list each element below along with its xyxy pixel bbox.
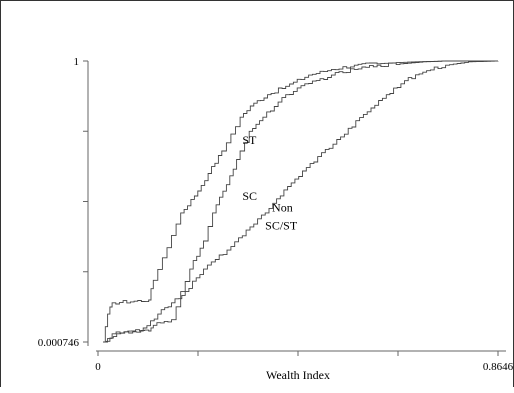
curve-label-st: ST	[242, 133, 257, 147]
series-line-non-sc-st	[103, 60, 499, 343]
y-tick-label-top: 1	[74, 56, 80, 68]
y-tick-label-bottom: 0.000746	[38, 337, 80, 349]
axes	[87, 61, 506, 352]
series-line-st	[103, 60, 498, 343]
x-tick-label-left: 0	[95, 361, 101, 373]
curve-label-non: Non	[272, 200, 293, 214]
x-tick-label-right: 0.8646	[483, 361, 514, 373]
series-line-sc	[103, 60, 498, 343]
curve-label-sc: SC	[242, 189, 257, 203]
x-axis-title: Wealth Index	[266, 368, 330, 382]
ticks: 1 0.000746 0 0.8646	[38, 56, 514, 373]
labels: Wealth Index ST SC Non SC/ST	[242, 133, 330, 382]
curve-label-sc-st: SC/ST	[265, 219, 298, 233]
series-lines	[103, 60, 499, 343]
